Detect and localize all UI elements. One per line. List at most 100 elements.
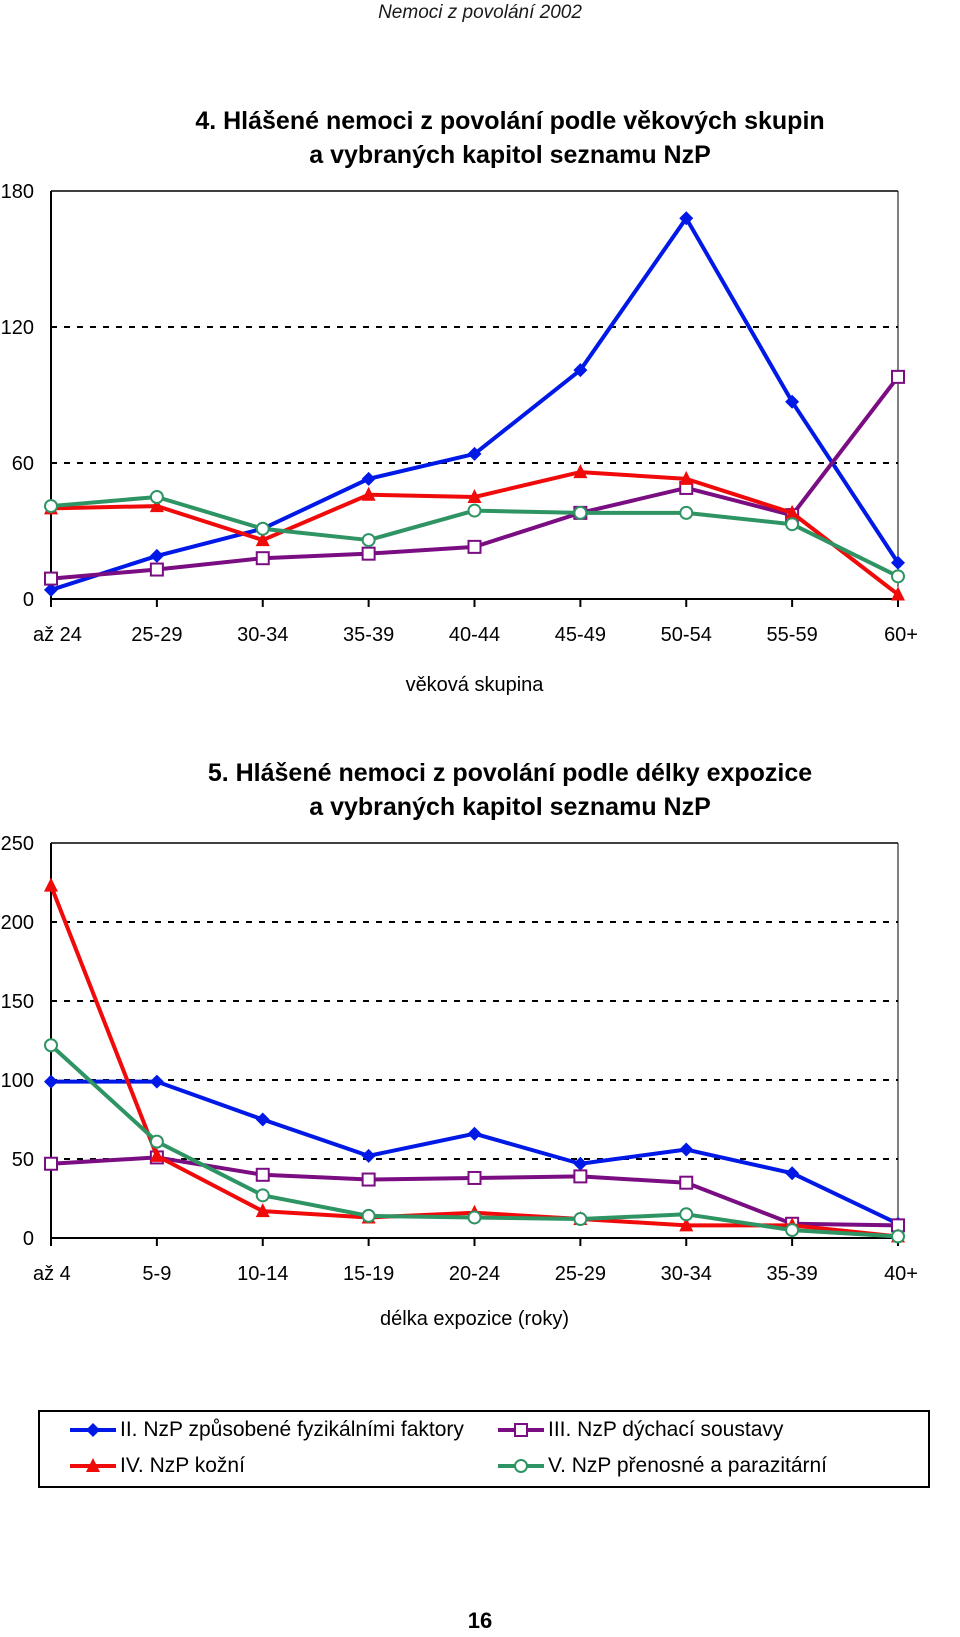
circle-marker-icon [498,1459,544,1473]
chart-2-title: 5. Hlášené nemoci z povolání podle délky… [120,756,900,824]
chart-1-xtick-label: 45-49 [555,624,606,646]
chart-2-point-s3 [149,1147,164,1162]
legend-item-s2: III. NzP dýchací soustavy [496,1418,783,1442]
chart-2-ytick-label: 150 [1,991,34,1013]
chart-2-point-s3 [44,877,58,892]
chart-1-xtick-label: 30-34 [237,624,288,646]
chart-1-point-s1 [44,582,58,597]
chart-1-point-s3 [361,486,376,501]
chart-1-title-line-2: a vybraných kapitol seznamu NzP [309,141,711,169]
chart-1-point-s3 [679,470,694,485]
page-number: 16 [467,1608,493,1633]
chart-2-xtick-label: 15-19 [343,1263,394,1285]
chart-1-xtick-label: 40-44 [449,624,500,646]
chart-1-point-s2 [44,571,58,586]
legend: II. NzP způsobené fyzikálními faktory II… [38,1410,930,1488]
chart-2-ytick-label: 50 [12,1149,34,1171]
chart-2-point-s4 [785,1223,800,1238]
chart-1-point-s2 [361,546,376,561]
chart-1-ytick-label: 180 [1,181,34,203]
chart-1-point-s1 [361,471,376,486]
chart-1-point-s1 [573,363,588,378]
chart-2-point-s1 [149,1074,164,1089]
chart-2-xtick-label: 20-24 [449,1263,500,1285]
chart-2-xtick-label: 40+ [884,1263,918,1285]
legend-item-s1: II. NzP způsobené fyzikálními faktory [68,1418,464,1442]
chart-1-point-s1 [467,446,482,461]
chart-1-ytick-label: 0 [23,589,34,611]
legend-label-s3: IV. NzP kožní [120,1454,245,1477]
chart-2-point-s2 [573,1169,588,1184]
chart-1-point-s1 [785,394,800,409]
chart-2-point-s1 [785,1166,800,1181]
chart-2-ytick-label: 200 [1,912,34,934]
chart-1-x-axis-label: věková skupina [406,674,545,696]
chart-1-xtick-label: 25-29 [131,624,182,646]
chart-1-point-s4 [891,569,905,584]
chart-1-point-s2 [255,551,270,566]
chart-2-ytick-label: 250 [1,833,34,855]
page-header: Nemoci z povolání 2002 [378,2,582,23]
chart-2-xtick-label: 10-14 [237,1263,288,1285]
chart-1-point-s3 [785,504,800,519]
chart-2-point-s4 [44,1038,58,1053]
chart-1-point-s4 [361,533,376,548]
chart-1-ytick-label: 60 [12,453,34,475]
chart-2-point-s3 [679,1217,694,1232]
chart-2-xtick-label: 5-9 [142,1263,171,1285]
chart-2-point-s4 [467,1210,482,1225]
chart-2-point-s4 [361,1208,376,1223]
chart-2-point-s4 [255,1188,270,1203]
chart-1-point-s4 [679,505,694,520]
chart-1-point-s2 [149,562,164,577]
chart-1-ytick-label: 120 [1,317,34,339]
chart-1-xtick-label: až 24 [33,624,82,646]
chart-2-xtick-label: 35-39 [767,1263,818,1285]
chart-1-point-s3 [891,586,905,601]
chart-2-point-s1 [467,1126,482,1141]
chart-2-point-s1 [679,1142,694,1157]
chart-2-ytick-label: 100 [1,1070,34,1092]
chart-2-x-axis-label: délka expozice (roky) [380,1308,569,1330]
chart-1-title-line-1: 4. Hlášené nemoci z povolání podle věkov… [195,107,825,135]
chart-2-point-s2 [44,1156,58,1171]
chart-1-point-s4 [149,490,164,504]
chart-2-point-s4 [573,1212,588,1227]
chart-2-point-s4 [891,1229,905,1244]
chart-1-xtick-label: 50-54 [661,624,712,646]
chart-1-point-s3 [255,532,270,547]
legend-label-s2: III. NzP dýchací soustavy [548,1418,784,1441]
chart-1-point-s3 [149,498,164,513]
chart-1-point-s4 [255,521,270,536]
chart-2-point-s2 [679,1175,694,1190]
chart-2-point-s4 [149,1134,164,1149]
legend-item-s4: V. NzP přenosné a parazitární [496,1454,827,1478]
chart-1-xtick-label: 55-59 [767,624,818,646]
square-marker-icon [498,1423,544,1437]
chart-2-xtick-label: 30-34 [661,1263,712,1285]
chart-2-point-s3 [255,1203,270,1218]
chart-2-xtick-label: až 4 [33,1263,71,1285]
chart-2-point-s1 [44,1074,58,1089]
chart-2-point-s1 [573,1156,588,1171]
chart-1-point-s3 [467,489,482,503]
legend-label-s4: V. NzP přenosné a parazitární [548,1454,828,1477]
legend-label-s1: II. NzP způsobené fyzikálními faktory [120,1418,464,1441]
chart-1-point-s2 [467,539,482,554]
chart-1-point-s4 [573,505,588,520]
chart-2-point-s2 [255,1167,270,1182]
chart-2-point-s1 [255,1112,270,1127]
chart-2-point-s2 [361,1172,376,1187]
legend-item-s3: IV. NzP kožní [68,1454,245,1478]
chart-2-title-line-2: a vybraných kapitol seznamu NzP [309,793,711,821]
chart-2-title-line-1: 5. Hlášené nemoci z povolání podle délky… [207,759,813,787]
chart-1-point-s4 [785,517,800,532]
chart-1-title: 4. Hlášené nemoci z povolání podle věkov… [120,104,900,172]
chart-1-point-s1 [891,555,905,570]
chart-1-xtick-label: 60+ [884,624,918,646]
chart-1-point-s4 [44,499,58,514]
chart-1-point-s1 [679,211,694,226]
chart-2-point-s1 [361,1148,376,1163]
diamond-marker-icon [70,1423,116,1437]
